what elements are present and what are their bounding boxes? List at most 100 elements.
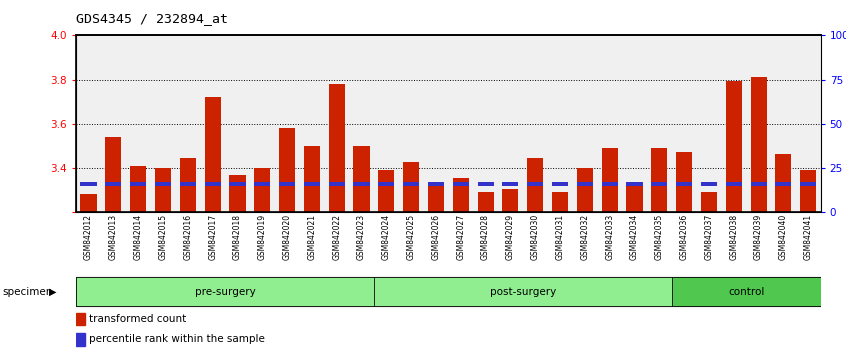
Text: GSM842020: GSM842020: [283, 214, 292, 260]
Bar: [477, 193, 494, 212]
Bar: [503, 182, 519, 186]
Bar: [552, 182, 569, 186]
Text: GSM842037: GSM842037: [705, 214, 713, 260]
Bar: [80, 182, 96, 186]
Bar: [577, 182, 593, 186]
Bar: [105, 137, 122, 212]
Bar: [800, 182, 816, 186]
Text: GSM842030: GSM842030: [530, 214, 540, 260]
Text: GSM842035: GSM842035: [655, 214, 664, 260]
Bar: [453, 178, 469, 212]
Bar: [403, 161, 420, 212]
Text: GSM842012: GSM842012: [84, 214, 93, 259]
Bar: [651, 182, 667, 186]
Bar: [726, 182, 742, 186]
Text: GSM842025: GSM842025: [407, 214, 415, 260]
Text: GSM842015: GSM842015: [158, 214, 168, 260]
Bar: [179, 158, 196, 212]
Bar: [279, 128, 295, 212]
Bar: [374, 277, 672, 306]
Text: GSM842029: GSM842029: [506, 214, 515, 260]
Bar: [76, 333, 85, 346]
Text: GSM842016: GSM842016: [184, 214, 192, 260]
Text: GSM842041: GSM842041: [804, 214, 813, 260]
Bar: [750, 182, 766, 186]
Bar: [80, 194, 96, 212]
Bar: [205, 97, 221, 212]
Bar: [304, 182, 320, 186]
Bar: [378, 182, 394, 186]
Text: GSM842038: GSM842038: [729, 214, 739, 260]
Bar: [76, 313, 85, 325]
Bar: [328, 84, 345, 212]
Text: GSM842014: GSM842014: [134, 214, 143, 260]
Bar: [229, 175, 245, 212]
Bar: [378, 170, 394, 212]
Bar: [775, 154, 792, 212]
Bar: [800, 170, 816, 212]
Text: GSM842021: GSM842021: [307, 214, 316, 259]
Text: GSM842028: GSM842028: [481, 214, 490, 259]
Bar: [700, 193, 717, 212]
Text: GSM842013: GSM842013: [109, 214, 118, 260]
Text: control: control: [728, 287, 764, 297]
Bar: [155, 168, 171, 212]
Bar: [130, 166, 146, 212]
Bar: [750, 78, 766, 212]
Text: pre-surgery: pre-surgery: [195, 287, 255, 297]
Bar: [229, 182, 245, 186]
Bar: [577, 168, 593, 212]
Bar: [700, 182, 717, 186]
Bar: [626, 182, 643, 186]
Bar: [428, 184, 444, 212]
Bar: [179, 182, 196, 186]
Text: post-surgery: post-surgery: [490, 287, 556, 297]
Bar: [354, 182, 370, 186]
Bar: [672, 277, 821, 306]
Bar: [651, 148, 667, 212]
Bar: [453, 182, 469, 186]
Bar: [552, 193, 569, 212]
Bar: [328, 182, 345, 186]
Text: GSM842019: GSM842019: [258, 214, 266, 260]
Text: GSM842031: GSM842031: [556, 214, 564, 260]
Bar: [130, 182, 146, 186]
Text: GSM842036: GSM842036: [679, 214, 689, 260]
Text: percentile rank within the sample: percentile rank within the sample: [89, 335, 265, 344]
Text: GSM842034: GSM842034: [630, 214, 639, 260]
Bar: [304, 146, 320, 212]
Bar: [254, 182, 271, 186]
Text: GSM842026: GSM842026: [431, 214, 441, 260]
Bar: [477, 182, 494, 186]
Bar: [602, 182, 618, 186]
Bar: [205, 182, 221, 186]
Bar: [76, 277, 374, 306]
Text: GSM842040: GSM842040: [779, 214, 788, 260]
Bar: [676, 182, 692, 186]
Text: ▶: ▶: [49, 287, 57, 297]
Bar: [626, 183, 643, 212]
Text: GSM842033: GSM842033: [605, 214, 614, 260]
Bar: [354, 146, 370, 212]
Bar: [428, 182, 444, 186]
Bar: [105, 182, 122, 186]
Text: GSM842023: GSM842023: [357, 214, 366, 260]
Text: GSM842032: GSM842032: [580, 214, 590, 260]
Bar: [775, 182, 792, 186]
Bar: [155, 182, 171, 186]
Bar: [726, 81, 742, 212]
Text: GSM842024: GSM842024: [382, 214, 391, 260]
Text: GDS4345 / 232894_at: GDS4345 / 232894_at: [76, 12, 228, 25]
Bar: [279, 182, 295, 186]
Bar: [403, 182, 420, 186]
Text: GSM842027: GSM842027: [456, 214, 465, 260]
Text: transformed count: transformed count: [89, 314, 186, 324]
Text: GSM842017: GSM842017: [208, 214, 217, 260]
Text: GSM842022: GSM842022: [332, 214, 341, 259]
Bar: [602, 148, 618, 212]
Bar: [254, 168, 271, 212]
Bar: [503, 189, 519, 212]
Bar: [527, 158, 543, 212]
Bar: [676, 152, 692, 212]
Text: GSM842018: GSM842018: [233, 214, 242, 259]
